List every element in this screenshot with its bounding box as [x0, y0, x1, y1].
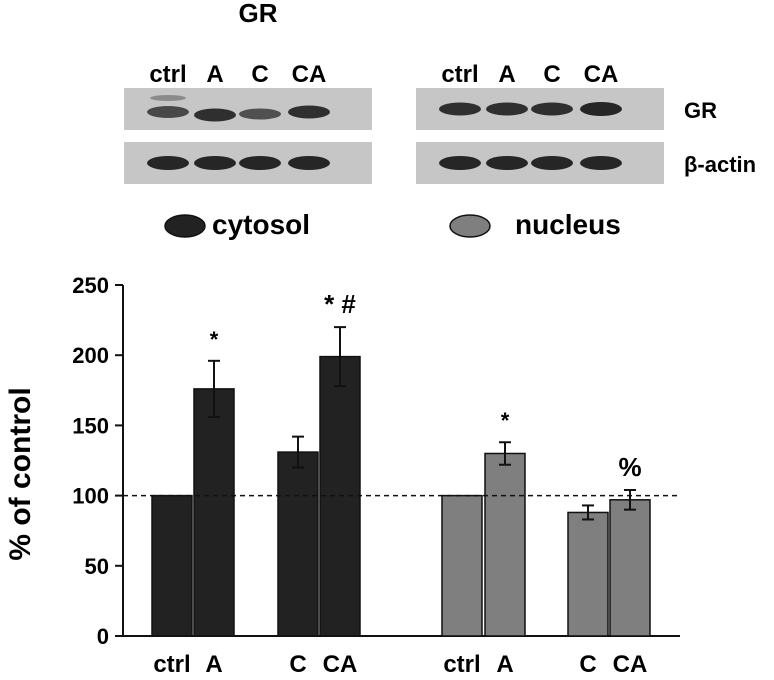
lane-label-c: C	[251, 61, 268, 88]
y-tick-label: 0	[97, 624, 109, 649]
row-label-gr: GR	[684, 98, 717, 123]
x-tick-label-a: A	[496, 651, 513, 678]
bar-nucleus-c	[567, 511, 609, 637]
y-axis-label: % of control	[4, 387, 37, 560]
legend: cytosol nucleus	[164, 209, 621, 240]
bar-nucleus-ca	[609, 499, 651, 637]
bar-cytosol-a	[193, 388, 235, 637]
x-tick-label-ctrl: ctrl	[443, 651, 480, 678]
significance-label: *	[501, 408, 510, 433]
blot-band	[239, 108, 281, 120]
western-blot: ctrl A C CA ctrl A C CA GR β-actin	[124, 61, 756, 184]
bar-cytosol-ctrl	[151, 494, 193, 637]
lane-label-a: A	[206, 61, 223, 88]
blot-band	[147, 106, 189, 118]
bar-cytosol-c	[277, 451, 319, 637]
blot-band	[439, 102, 481, 116]
blot-band	[531, 156, 573, 170]
blot-band	[194, 156, 236, 170]
blot-panel-nucleus-actin	[416, 142, 664, 184]
x-tick-label-ca: CA	[323, 651, 358, 678]
figure-title: GR	[239, 0, 278, 28]
x-tick-label-c: C	[289, 651, 306, 678]
blot-band	[147, 156, 189, 170]
blot-band	[580, 102, 622, 116]
significance-label: *	[210, 327, 219, 352]
significance-label: * #	[324, 289, 356, 319]
y-tick-label: 200	[72, 343, 109, 368]
blot-band	[531, 102, 573, 116]
lane-label-ctrl: ctrl	[149, 61, 186, 88]
legend-swatch-nucleus	[449, 214, 491, 238]
series-nucleus: ctrl * A C% CA	[441, 408, 651, 678]
blot-band	[288, 156, 330, 170]
lane-label-ca: CA	[584, 61, 619, 88]
blot-panel-cytosol-gr	[124, 88, 372, 130]
x-tick-label-ctrl: ctrl	[153, 651, 190, 678]
blot-panel-nucleus-gr	[416, 88, 664, 130]
blot-panel-cytosol-actin	[124, 142, 372, 184]
x-tick-label-a: A	[205, 651, 222, 678]
legend-label-cytosol: cytosol	[212, 209, 310, 240]
blot-band	[150, 95, 186, 101]
y-tick-label: 50	[85, 554, 109, 579]
series-cytosol: ctrl * A C * # CA	[151, 289, 361, 678]
blot-band	[486, 156, 528, 170]
significance-label: %	[618, 452, 641, 482]
lane-label-a: A	[498, 61, 515, 88]
blot-band	[439, 156, 481, 170]
x-tick-label-c: C	[579, 651, 596, 678]
blot-band	[486, 102, 528, 116]
lane-label-c: C	[543, 61, 560, 88]
legend-swatch-cytosol	[164, 214, 206, 238]
blot-band	[580, 156, 622, 170]
legend-label-nucleus: nucleus	[515, 209, 621, 240]
y-tick-label: 100	[72, 484, 109, 509]
y-tick-label: 150	[72, 413, 109, 438]
blot-band	[194, 108, 236, 122]
bar-nucleus-a	[484, 452, 526, 637]
lane-label-ca: CA	[292, 61, 327, 88]
blot-band	[288, 105, 330, 119]
lane-label-ctrl: ctrl	[441, 61, 478, 88]
bar-nucleus-ctrl	[441, 494, 483, 637]
x-tick-label-ca: CA	[613, 651, 648, 678]
y-tick-label: 250	[72, 273, 109, 298]
blot-band	[239, 156, 281, 170]
row-label-actin: β-actin	[684, 152, 756, 177]
